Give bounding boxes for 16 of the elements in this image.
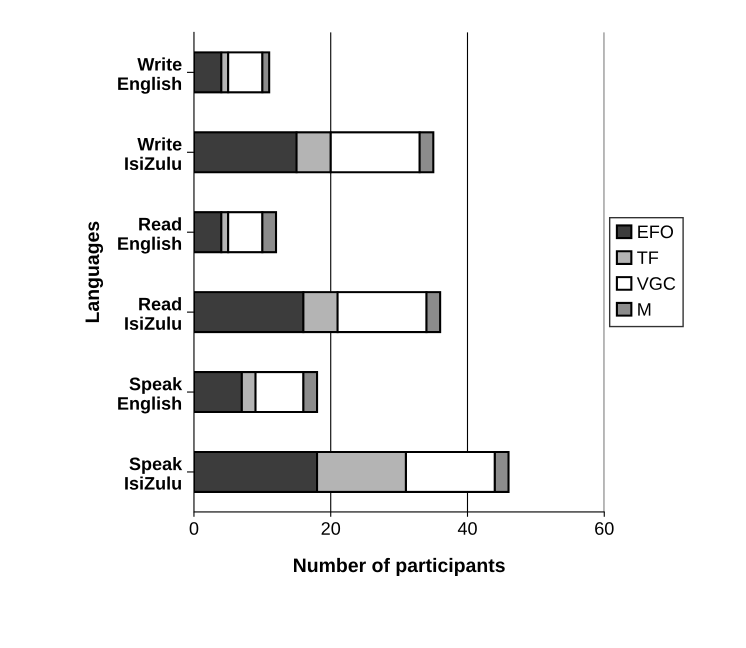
legend-label: M	[638, 303, 650, 316]
legend-label: VGC	[636, 277, 676, 290]
x-tick-label: 20	[322, 522, 340, 535]
x-axis-title: Number of participants	[294, 558, 505, 576]
legend-label: TF	[637, 251, 658, 264]
x-tick-label: 0	[190, 522, 198, 535]
y-tick-label: Speak IsiZulu	[125, 457, 182, 490]
x-tick-label: 40	[458, 522, 477, 535]
y-tick-label: Speak English	[118, 377, 182, 414]
y-tick-label: Read English	[118, 217, 182, 254]
y-axis-title: Languages	[86, 222, 104, 322]
y-tick-label: Read IsiZulu	[125, 297, 181, 330]
y-tick-label: Write IsiZulu	[125, 137, 182, 170]
y-tick-label: Write English	[118, 57, 182, 94]
x-tick-label: 60	[595, 522, 614, 535]
legend-label: EFO	[638, 225, 674, 238]
